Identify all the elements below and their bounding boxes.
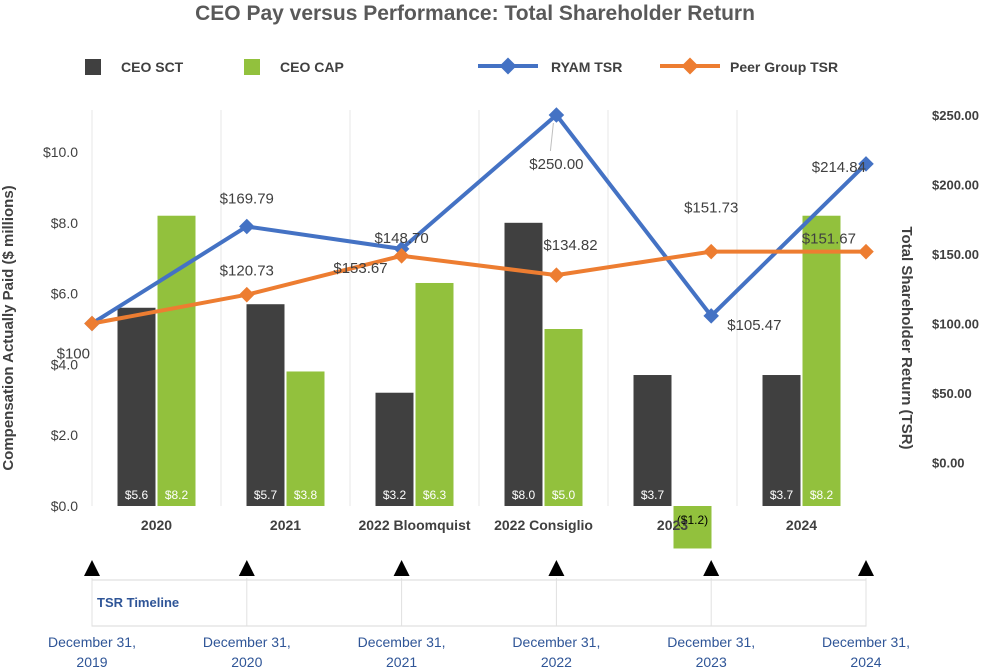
y-left-tick-label: $6.0 (51, 286, 78, 302)
timeline-date-line1: December 31, (667, 634, 755, 650)
timeline-date-line1: December 31, (822, 634, 910, 650)
timeline-arrow (84, 560, 100, 576)
bar-label-ceo-sct: $8.0 (512, 488, 536, 502)
x-category-label: 2020 (141, 517, 172, 533)
timeline-date-line2: 2021 (386, 654, 417, 670)
bar-ceo-sct (633, 375, 672, 506)
x-category-label: 2024 (786, 517, 817, 533)
timeline-date-line1: December 31, (203, 634, 291, 650)
point-label-ryam-tsr: $169.79 (220, 190, 274, 207)
marker-peer-group-tsr (703, 243, 719, 260)
y-left-tick-label: $10.0 (43, 144, 78, 160)
y-left-tick-label: $8.0 (51, 215, 78, 231)
chart-title: CEO Pay versus Performance: Total Shareh… (195, 2, 755, 25)
bar-label-ceo-cap: ($1.2) (677, 513, 708, 527)
bar-label-ceo-sct: $3.7 (641, 488, 665, 502)
x-category-label: 2022 Consiglio (494, 517, 593, 533)
timeline-date-line2: 2020 (231, 654, 262, 670)
tsr-timeline: TSR Timeline December 31, 2019 December 31… (48, 560, 910, 670)
timeline-arrow (703, 560, 720, 576)
marker-peer-group-tsr (239, 286, 255, 303)
bar-ceo-cap (157, 215, 196, 506)
point-label-peer-group-tsr: $120.73 (220, 263, 274, 280)
y-right-tick-label: $100.00 (932, 317, 979, 332)
timeline-box (91, 579, 867, 627)
marker-peer-group-tsr (548, 267, 565, 283)
legend-label-ryam-tsr: RYAM TSR (551, 59, 622, 75)
legend-swatch-ceo-sct (85, 59, 101, 75)
point-label-peer-group-tsr: $134.82 (543, 237, 597, 254)
timeline-arrow (548, 560, 565, 576)
y-left-tick-label: $4.0 (51, 356, 78, 372)
point-label-peer-group-tsr: $151.73 (684, 200, 738, 217)
legend-marker-ryam-tsr (499, 57, 517, 75)
bar-label-ceo-cap: $8.2 (810, 488, 834, 502)
point-label-ryam-tsr: $100 (57, 346, 90, 363)
y-right-tick-label: $250.00 (932, 108, 979, 123)
timeline-title: TSR Timeline (97, 595, 179, 610)
y-right-tick-label: $50.00 (932, 386, 972, 401)
bar-label-ceo-cap: $6.3 (423, 488, 447, 502)
y-right-tick-label: $200.00 (932, 178, 979, 193)
bar-label-ceo-sct: $3.2 (383, 488, 407, 502)
y-right-tick-label: $150.00 (932, 247, 979, 262)
bar-label-ceo-cap: $5.0 (552, 488, 576, 502)
legend-marker-peer-group-tsr (681, 57, 699, 75)
bar-ceo-cap (415, 282, 454, 506)
marker-peer-group-tsr (858, 243, 874, 260)
point-label-ryam-tsr: $153.67 (333, 260, 387, 277)
line-peer-group-tsr (91, 249, 867, 326)
timeline-date-line1: December 31, (48, 634, 136, 650)
y-right-tick-label: $0.00 (932, 456, 965, 471)
y-right-axis-title: Total Shareholder Return (TSR) (898, 226, 915, 449)
bar-label-ceo-sct: $3.7 (770, 488, 794, 502)
bar-ceo-sct (504, 222, 543, 507)
bar-ceo-cap (673, 506, 712, 549)
y-left-tick-label: $2.0 (51, 427, 78, 443)
timeline-date-line2: 2023 (696, 654, 727, 670)
bar-label-ceo-cap: $3.8 (294, 488, 318, 502)
bar-label-ceo-cap: $8.2 (165, 488, 189, 502)
marker-ryam-tsr (239, 218, 255, 235)
timeline-date-line2: 2019 (76, 654, 107, 670)
legend-label-ceo-sct: CEO SCT (121, 59, 184, 75)
x-category-label: 2023 (657, 517, 688, 533)
timeline-date-line2: 2024 (850, 654, 881, 670)
legend-label-peer-group-tsr: Peer Group TSR (730, 59, 838, 75)
timeline-date-line1: December 31, (358, 634, 446, 650)
bar-label-ceo-sct: $5.6 (125, 488, 149, 502)
point-label-ryam-tsr: $214.84 (812, 159, 866, 176)
bar-ceo-cap (286, 371, 325, 506)
timeline-date-line1: December 31, (512, 634, 600, 650)
bar-ceo-sct (375, 392, 414, 506)
bar-ceo-sct (117, 307, 156, 506)
label-leader-line (549, 122, 554, 152)
bar-ceo-sct (762, 375, 801, 506)
timeline-arrow (858, 560, 874, 576)
legend: CEO SCT CEO CAP RYAM TSR Peer Group TSR (85, 57, 838, 75)
point-label-ryam-tsr: $105.47 (727, 317, 781, 334)
legend-label-ceo-cap: CEO CAP (280, 59, 344, 75)
bar-label-ceo-sct: $5.7 (254, 488, 278, 502)
line-ryam-tsr (90, 113, 868, 326)
point-label-peer-group-tsr: $151.67 (802, 231, 856, 248)
point-label-ryam-tsr: $250.00 (529, 156, 583, 173)
marker-ryam-tsr (858, 156, 874, 172)
point-label-peer-group-tsr: $148.70 (374, 230, 428, 247)
legend-swatch-ceo-cap (244, 59, 260, 75)
x-category-label: 2021 (270, 517, 301, 533)
plot-area: $0.0 $2.0 $4.0 $6.0 $8.0 $10.0 $0.00 $50.00 $100… (43, 107, 979, 549)
timeline-date-line2: 2022 (541, 654, 572, 670)
bar-ceo-sct (246, 304, 285, 506)
bar-ceo-cap (802, 215, 841, 506)
x-category-label: 2022 Bloomquist (358, 517, 470, 533)
y-left-tick-label: $0.0 (51, 498, 78, 514)
timeline-arrow (238, 560, 255, 576)
timeline-arrow (393, 560, 410, 576)
bar-ceo-cap (544, 329, 583, 506)
y-left-axis-title: Compensation Actually Paid ($ millions) (0, 185, 17, 470)
